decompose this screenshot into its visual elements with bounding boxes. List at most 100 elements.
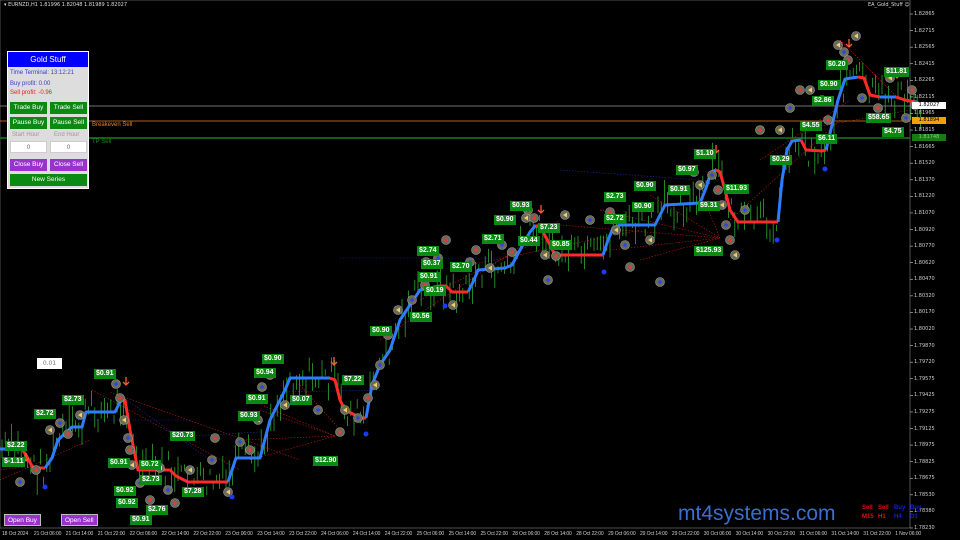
buy-order-icon [546, 278, 550, 282]
time-tick-label: 29 Oct 22:00 [671, 531, 700, 537]
buy-order-icon [210, 458, 214, 462]
close-sell-button[interactable]: Close Sell [50, 159, 87, 171]
price-tick-label: 1.78825 [914, 458, 935, 465]
profit-label: $0.85 [550, 240, 572, 250]
timeframe-signal: Sell [878, 505, 889, 511]
profit-label: $0.20 [826, 60, 848, 70]
profit-label: $0.91 [246, 394, 268, 404]
profit-label: $0.92 [116, 498, 138, 508]
sell-signal-arrow-icon [845, 39, 853, 48]
order-marker [785, 103, 795, 113]
profit-label: $0.29 [770, 155, 792, 165]
profit-label: $0.93 [238, 411, 260, 421]
time-tick-label: 22 Oct 06:00 [129, 531, 158, 537]
trade-link-line [91, 389, 241, 471]
sell-order-icon [474, 248, 478, 252]
trade-link-line [249, 399, 336, 437]
uptrend-line [364, 284, 441, 419]
price-tick-label: 1.78230 [914, 524, 935, 531]
order-marker [543, 275, 553, 285]
buy-signal-dot [601, 269, 607, 275]
profit-label: $0.91 [130, 515, 152, 525]
order-marker [163, 485, 173, 495]
price-tick-label: 1.78675 [914, 475, 935, 482]
profit-label: $0.90 [818, 80, 840, 90]
sell-order-icon [728, 238, 732, 242]
pause-sell-button[interactable]: Pause Sell [50, 117, 87, 129]
close-order-icon [733, 252, 737, 258]
sell-order-icon [758, 128, 762, 132]
profit-label: $2.72 [604, 214, 626, 224]
end-hour-input[interactable]: 0 [50, 141, 87, 153]
order-marker [441, 235, 451, 245]
price-tick-label: 1.82115 [914, 93, 935, 100]
order-marker [407, 295, 417, 305]
close-order-icon [283, 402, 287, 408]
buy-profit: Buy profit: 0.00 [10, 81, 51, 87]
order-marker [210, 433, 220, 443]
order-marker [795, 85, 805, 95]
breakeven-sell-label: Breakeven Sell [92, 122, 133, 128]
order-marker [115, 393, 125, 403]
open-sell-button[interactable]: Open Sell [61, 514, 98, 526]
order-marker [730, 250, 740, 260]
time-tick-label: 30 Oct 14:00 [735, 531, 764, 537]
price-tick-label: 1.80320 [914, 292, 935, 299]
order-marker [363, 393, 373, 403]
start-hour-input[interactable]: 0 [10, 141, 47, 153]
order-marker [145, 495, 155, 505]
profit-label: $0.91 [668, 185, 690, 195]
uptrend-line [601, 168, 717, 256]
profit-label: $2.71 [482, 234, 504, 244]
time-tick-label: 28 Oct 22:00 [576, 531, 604, 537]
buy-order-icon [260, 385, 264, 389]
timeframe-signal: Buy [894, 505, 906, 511]
sell-order-icon [798, 88, 802, 92]
price-tick-label: 1.82265 [914, 77, 935, 84]
profit-label: $2.73 [140, 475, 162, 485]
profit-label: $12.90 [313, 456, 339, 466]
time-tick-label: 23 Oct 06:00 [225, 531, 253, 537]
downtrend-line [715, 168, 778, 224]
buy-order-icon [724, 223, 728, 227]
close-order-icon [720, 202, 724, 208]
order-marker [713, 185, 723, 195]
uptrend-line [43, 399, 123, 469]
order-marker [393, 305, 403, 315]
trade-link-line [839, 39, 901, 101]
price-tick-label: 1.79575 [914, 375, 935, 382]
trade-sell-button[interactable]: Trade Sell [50, 102, 87, 114]
new-series-button[interactable]: New Series [10, 174, 87, 186]
trade-buy-button[interactable]: Trade Buy [10, 102, 47, 114]
open-buy-button[interactable]: Open Buy [4, 514, 41, 526]
time-tick-label: 23 Oct 22:00 [289, 531, 317, 537]
profit-label: $125.93 [694, 246, 724, 256]
lot-size-input[interactable]: 0.01 [37, 358, 62, 369]
buy-order-icon [904, 116, 908, 120]
brand-watermark: mt4systems.com [678, 502, 836, 525]
sell-order-icon [248, 448, 252, 452]
close-order-icon [188, 467, 192, 473]
time-tick-label: 24 Oct 06:00 [321, 531, 349, 537]
gold-stuff-panel: Gold Stuff Time Terminal: 13:12:21 Buy p… [7, 51, 89, 189]
buy-order-icon [588, 218, 592, 222]
price-tick-label: 1.81070 [914, 209, 935, 216]
buy-order-icon [860, 96, 864, 100]
pause-buy-button[interactable]: Pause Buy [10, 117, 47, 129]
trade-link-line [119, 394, 211, 461]
profit-label: $0.44 [518, 236, 540, 246]
profit-label: $2.73 [62, 395, 84, 405]
profit-label: $0.97 [676, 165, 698, 175]
order-marker [340, 405, 350, 415]
close-order-icon [226, 489, 230, 495]
timeframe-name: D1 [910, 514, 918, 520]
uptrend-line [776, 138, 802, 223]
price-tick-label: 1.80170 [914, 309, 935, 316]
close-order-icon [808, 87, 812, 93]
order-marker [823, 115, 833, 125]
buy-order-icon [743, 208, 747, 212]
price-tick-label: 1.79720 [914, 359, 935, 366]
close-buy-button[interactable]: Close Buy [10, 159, 47, 171]
profit-label: $-1.11 [2, 457, 26, 467]
